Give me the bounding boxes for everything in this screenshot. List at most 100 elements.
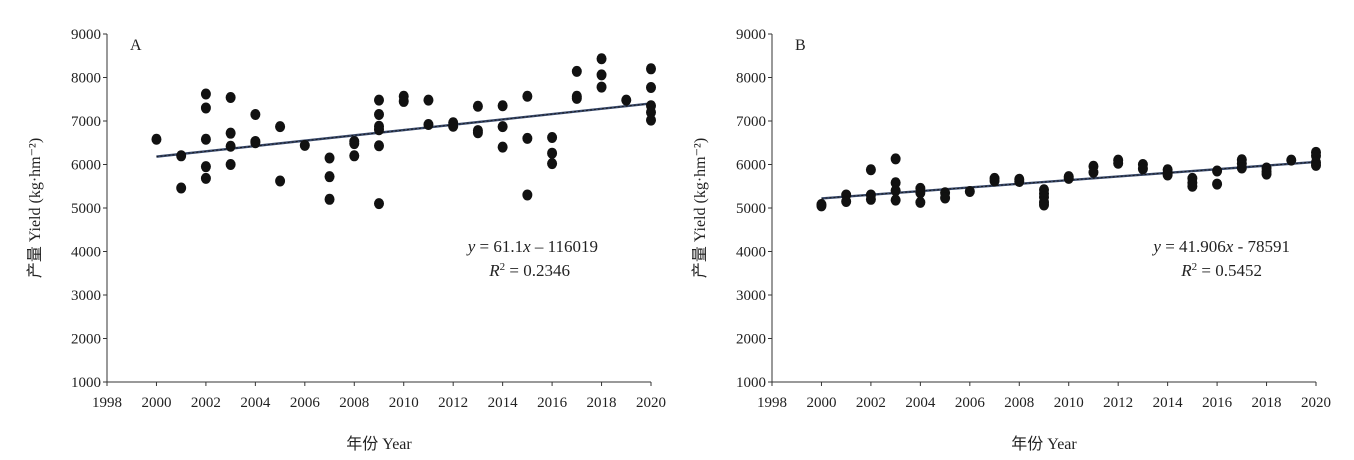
data-point	[1137, 163, 1148, 175]
x-tick-label: 2020	[1301, 395, 1331, 411]
panel-label: A	[130, 37, 142, 54]
x-tick-label: 2004	[905, 395, 936, 411]
data-point	[472, 127, 483, 139]
data-point	[151, 133, 162, 145]
trend-equation: y = 41.906x - 78591	[1151, 237, 1290, 256]
data-point	[890, 177, 901, 189]
x-tick-label: 2000	[806, 395, 836, 411]
data-point	[1162, 169, 1173, 181]
data-point	[225, 92, 236, 104]
data-point	[1236, 162, 1247, 174]
x-tick-label: 2004	[240, 395, 271, 411]
y-tick-label: 8000	[71, 71, 101, 87]
data-point	[1286, 154, 1297, 166]
trend-line-dots	[821, 161, 1317, 199]
data-point	[816, 200, 827, 212]
data-point	[225, 127, 236, 139]
data-point	[176, 150, 187, 162]
data-point	[646, 106, 656, 118]
data-point	[176, 182, 187, 194]
y-tick-label: 3000	[736, 288, 766, 304]
data-point	[646, 82, 656, 94]
y-tick-label: 3000	[71, 288, 101, 304]
y-tick-label: 7000	[736, 114, 766, 130]
data-point	[1212, 165, 1223, 177]
x-tick-label: 2006	[290, 395, 321, 411]
chart-panel-1: 1000 2000 3000 4000 5000 6000 7000 8000 9000 1998…	[26, 27, 666, 453]
data-point	[1063, 172, 1074, 184]
data-point	[374, 140, 384, 152]
data-point	[865, 164, 876, 176]
y-tick-label: 4000	[736, 245, 766, 261]
data-point	[200, 88, 211, 100]
data-point	[1014, 175, 1025, 187]
y-tick-label: 5000	[71, 201, 101, 217]
data-point	[423, 94, 434, 106]
y-tick-label: 6000	[736, 158, 766, 174]
y-axis-label: 产量 Yield (kg·hm⁻²)	[691, 138, 709, 278]
data-point	[497, 121, 508, 133]
data-point	[472, 100, 483, 112]
data-point	[890, 194, 901, 206]
data-point	[1113, 157, 1124, 169]
data-point	[547, 147, 558, 159]
r-squared: R2 = 0.2346	[488, 261, 570, 280]
data-point	[571, 92, 582, 104]
data-point	[497, 100, 508, 112]
x-tick-label: 2014	[1153, 395, 1184, 411]
data-point	[547, 132, 558, 144]
x-tick-label: 2016	[537, 395, 568, 411]
data-point	[1311, 159, 1321, 171]
x-tick-label: 2012	[1103, 395, 1133, 411]
y-tick-label: 2000	[736, 332, 766, 348]
data-point	[349, 150, 360, 162]
data-point	[200, 133, 211, 145]
data-point	[646, 63, 656, 75]
y-axis-label: 产量 Yield (kg·hm⁻²)	[26, 138, 44, 278]
data-point	[349, 138, 360, 150]
x-tick-label: 2002	[856, 395, 886, 411]
data-point	[1212, 178, 1223, 190]
data-point	[890, 185, 901, 197]
data-point	[225, 159, 236, 170]
data-point	[250, 137, 261, 149]
data-point	[890, 153, 901, 165]
r-squared: R2 = 0.5452	[1180, 261, 1262, 280]
data-point	[621, 94, 632, 106]
data-point	[324, 152, 335, 164]
data-point	[596, 81, 607, 93]
y-tick-label: 7000	[71, 114, 101, 130]
data-point	[915, 196, 926, 208]
x-axis-label: 年份 Year	[346, 435, 412, 453]
data-point	[299, 139, 310, 151]
data-point	[423, 118, 434, 130]
x-tick-label: 1998	[92, 395, 122, 411]
data-point	[915, 187, 926, 199]
y-tick-label: 6000	[71, 158, 101, 174]
data-point	[865, 193, 876, 205]
data-point	[275, 175, 286, 187]
panel-label: B	[795, 37, 806, 54]
data-point	[200, 102, 211, 114]
y-tick-label: 4000	[71, 245, 101, 261]
x-tick-label: 2016	[1202, 395, 1233, 411]
trend-line-dots	[156, 103, 652, 158]
x-tick-label: 2000	[141, 395, 171, 411]
data-point	[646, 114, 656, 126]
x-tick-label: 2006	[955, 395, 986, 411]
data-point	[596, 53, 607, 65]
y-tick-label: 2000	[71, 332, 101, 348]
data-point	[374, 124, 384, 136]
data-point	[1088, 166, 1099, 178]
data-point	[547, 158, 558, 170]
data-point	[571, 65, 582, 77]
data-point	[398, 95, 409, 107]
x-tick-label: 2010	[389, 395, 419, 411]
data-point	[841, 195, 852, 207]
x-tick-label: 1998	[757, 395, 787, 411]
data-point	[275, 121, 286, 133]
x-tick-label: 2020	[636, 395, 666, 411]
chart-panel-2: 1000 2000 3000 4000 5000 6000 7000 8000 9000 1998…	[691, 27, 1331, 453]
data-point	[374, 108, 384, 120]
